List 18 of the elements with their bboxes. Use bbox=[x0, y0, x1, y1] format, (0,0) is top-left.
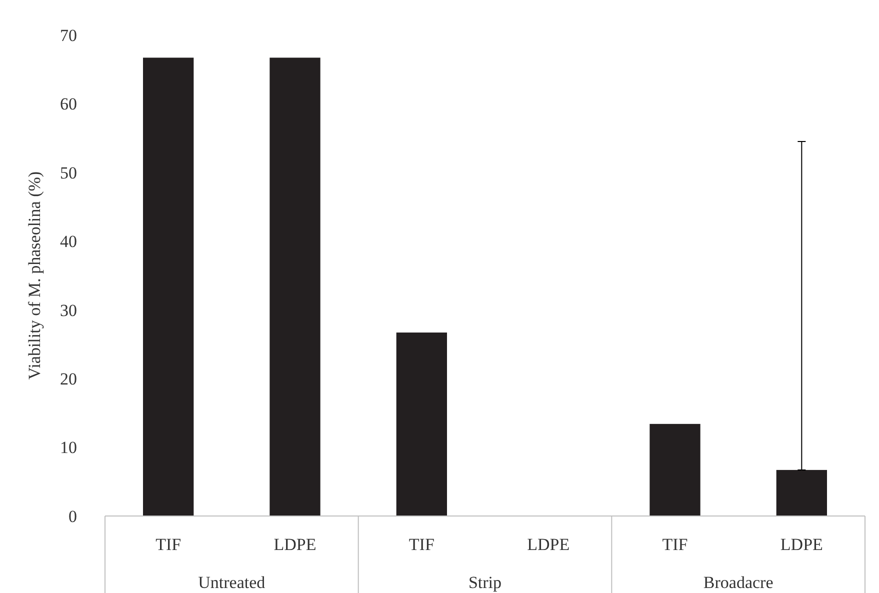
y-tick-label: 60 bbox=[60, 94, 77, 114]
y-tick-label: 10 bbox=[60, 438, 77, 458]
text: Untreated bbox=[198, 573, 266, 592]
text: Strip bbox=[468, 573, 502, 592]
x-tick-label: LDPE bbox=[274, 535, 316, 554]
y-axis-title: Viability of M. phaseolina (%) bbox=[25, 171, 44, 380]
y-tick-label: 70 bbox=[60, 26, 77, 45]
x-tick-label: TIF bbox=[408, 535, 434, 554]
x-tick-label: TIF bbox=[662, 535, 688, 554]
y-tick-label: 50 bbox=[60, 163, 77, 182]
y-tick-label: 30 bbox=[60, 300, 77, 320]
x-tick-label: LDPE bbox=[780, 535, 823, 554]
y-tick-label: 0 bbox=[68, 506, 77, 526]
x-tick-label: TIF bbox=[156, 535, 182, 554]
x-tick-label: LDPE bbox=[527, 535, 570, 554]
text: Broadacre bbox=[703, 573, 774, 592]
y-tick-label: 40 bbox=[60, 232, 77, 252]
y-tick-label: 20 bbox=[60, 370, 77, 389]
